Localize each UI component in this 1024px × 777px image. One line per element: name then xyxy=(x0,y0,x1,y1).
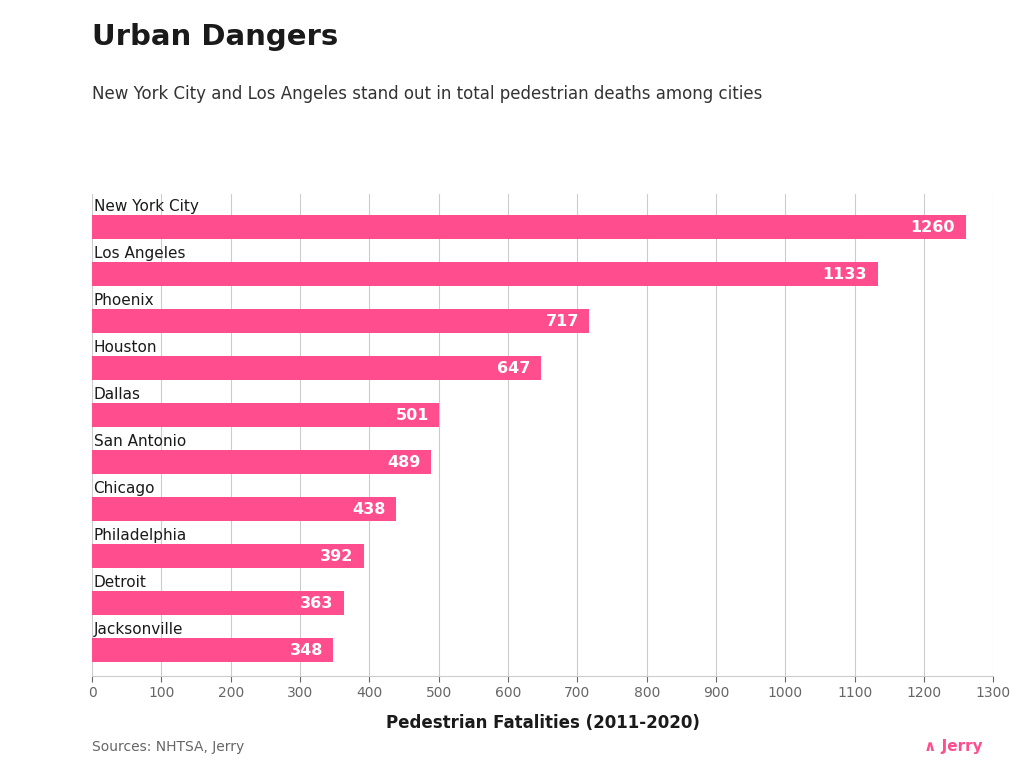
Text: 363: 363 xyxy=(300,596,334,611)
Text: Jacksonville: Jacksonville xyxy=(93,622,183,636)
Text: 348: 348 xyxy=(290,643,323,657)
Bar xyxy=(92,639,334,662)
Bar xyxy=(92,497,395,521)
Text: 717: 717 xyxy=(546,314,579,329)
Text: Urban Dangers: Urban Dangers xyxy=(92,23,338,51)
Bar xyxy=(92,263,878,286)
Text: New York City and Los Angeles stand out in total pedestrian deaths among cities: New York City and Los Angeles stand out … xyxy=(92,85,763,103)
Bar xyxy=(92,545,364,568)
Text: San Antonio: San Antonio xyxy=(93,434,185,448)
Text: Los Angeles: Los Angeles xyxy=(93,246,185,260)
Text: Houston: Houston xyxy=(93,340,157,354)
Text: Chicago: Chicago xyxy=(93,480,155,496)
Bar xyxy=(92,215,966,239)
Text: Sources: NHTSA, Jerry: Sources: NHTSA, Jerry xyxy=(92,740,245,754)
Bar xyxy=(92,591,344,615)
Text: 1260: 1260 xyxy=(910,220,955,235)
Text: Phoenix: Phoenix xyxy=(93,292,155,308)
Text: 438: 438 xyxy=(352,502,385,517)
Text: 1133: 1133 xyxy=(822,267,867,281)
Text: 647: 647 xyxy=(497,361,530,375)
Text: 392: 392 xyxy=(321,549,353,563)
Text: 489: 489 xyxy=(387,455,421,469)
X-axis label: Pedestrian Fatalities (2011-2020): Pedestrian Fatalities (2011-2020) xyxy=(386,714,699,732)
Text: 501: 501 xyxy=(395,408,429,423)
Text: Philadelphia: Philadelphia xyxy=(93,528,186,542)
Text: ∧ Jerry: ∧ Jerry xyxy=(925,739,983,754)
Bar xyxy=(92,451,431,474)
Text: Dallas: Dallas xyxy=(93,386,140,402)
Bar xyxy=(92,403,439,427)
Text: Detroit: Detroit xyxy=(93,574,146,590)
Text: New York City: New York City xyxy=(93,198,199,214)
Bar xyxy=(92,309,589,333)
Bar xyxy=(92,357,541,380)
